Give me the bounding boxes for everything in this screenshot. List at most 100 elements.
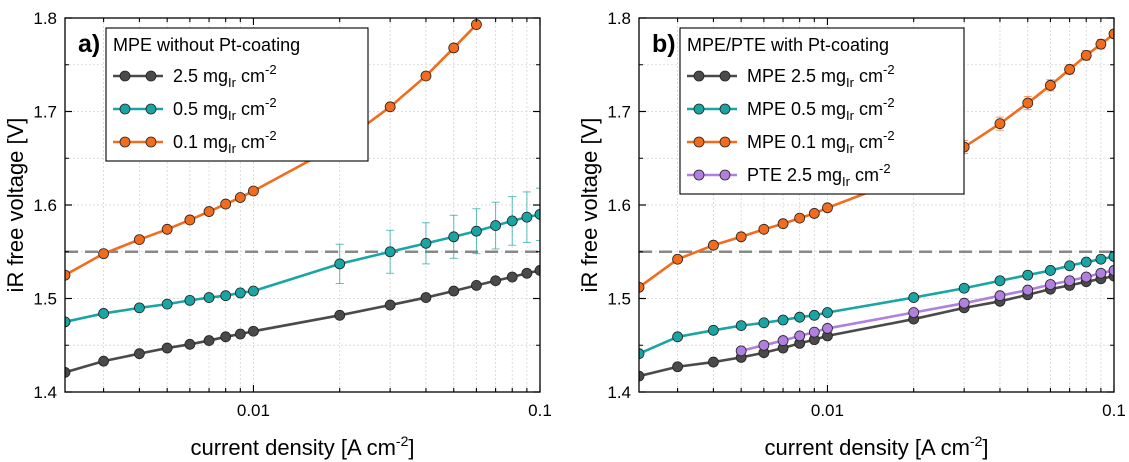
x-axis-label-end: ] [408, 435, 414, 460]
data-point [134, 302, 145, 314]
data-point [1064, 275, 1076, 287]
y-tick-label: 1.5 [33, 290, 57, 309]
data-point [1080, 271, 1092, 283]
legend-label-sub: Ir [846, 141, 855, 156]
data-point [203, 292, 215, 303]
legend-swatch-point [119, 103, 131, 115]
data-point [506, 271, 518, 283]
data-point [672, 253, 683, 265]
data-point [1108, 28, 1114, 40]
x-tick-label: 0.01 [811, 401, 844, 420]
legend-label: 0.5 mgIr cm-2 [173, 95, 277, 123]
legend-label: PTE 2.5 mgIr cm-2 [747, 161, 891, 189]
data-point [134, 348, 145, 360]
data-point [1045, 79, 1056, 91]
data-point [334, 258, 346, 270]
legend-swatch-point [119, 70, 131, 82]
series-2 [639, 28, 1114, 293]
data-point [994, 275, 1006, 287]
data-point [958, 297, 970, 309]
data-point [490, 275, 502, 287]
legend-label-sup: -2 [879, 161, 891, 176]
data-point [639, 370, 645, 382]
legend-label-unit: cm [236, 99, 265, 119]
x-axis-label-sup: -2 [970, 433, 983, 449]
data-point [234, 192, 246, 203]
data-point [1045, 265, 1056, 276]
data-point [794, 212, 806, 224]
chart-panel-a: 1.4 1.5 1.6 1.7 1.8 0.01 0.1 current density [A… [3, 9, 552, 460]
data-point [220, 198, 232, 210]
data-point [248, 325, 259, 337]
y-tick-label: 1.8 [607, 9, 631, 28]
data-point [808, 326, 820, 338]
data-point [1045, 279, 1056, 290]
legend-swatch-point [693, 103, 705, 115]
y-axis-label: iR free voltage [V] [3, 118, 28, 293]
legend-label-name: 0.5 mg [173, 99, 228, 119]
data-point [735, 320, 747, 332]
legend-label-sup: -2 [883, 62, 895, 77]
data-point [758, 223, 770, 235]
legend-label-unit: cm [854, 132, 883, 152]
x-axis-label-sup: -2 [396, 433, 409, 449]
data-point [708, 324, 719, 336]
data-point [220, 290, 232, 302]
data-point [384, 299, 396, 311]
data-point [184, 294, 196, 306]
data-point [448, 42, 460, 54]
legend-label-name: MPE 2.5 mg [747, 66, 846, 86]
legend-label: 2.5 mgIr cm-2 [173, 62, 277, 90]
data-point [708, 356, 719, 368]
y-tick-label: 1.4 [33, 383, 57, 402]
legend-title: MPE without Pt-coating [113, 35, 300, 55]
data-point [448, 231, 460, 243]
data-point [958, 282, 970, 294]
legend-swatch-point [145, 103, 157, 115]
legend-label-sub: Ir [846, 108, 855, 123]
y-tick-label: 1.5 [607, 290, 631, 309]
data-point [471, 225, 482, 237]
data-point [1108, 265, 1114, 276]
legend-label-unit: cm [854, 66, 883, 86]
x-tick-label: 0.1 [528, 401, 552, 420]
data-point [672, 331, 683, 343]
data-point [471, 280, 482, 291]
data-point [521, 211, 533, 223]
data-point [822, 202, 833, 214]
data-point [506, 215, 518, 227]
legend-swatch-point [719, 103, 731, 115]
series-1 [639, 251, 1114, 360]
plot-area [639, 28, 1114, 382]
data-point [735, 231, 747, 243]
data-point [994, 290, 1006, 302]
legend-swatch-point [145, 70, 157, 82]
data-point [908, 292, 920, 303]
legend-label-name: 2.5 mg [173, 66, 228, 86]
data-point [1095, 38, 1107, 50]
data-point [334, 309, 346, 321]
y-tick-label: 1.7 [607, 103, 631, 122]
legend-label-sup: -2 [265, 95, 277, 110]
data-point [184, 338, 196, 350]
data-point [534, 208, 540, 220]
data-point [1064, 64, 1076, 75]
data-point [735, 345, 747, 357]
x-axis-label-end: ] [982, 435, 988, 460]
data-point [248, 185, 259, 197]
data-point [490, 220, 502, 231]
legend-label-sub: Ir [846, 75, 855, 90]
legend-title: MPE/PTE with Pt-coating [687, 35, 889, 55]
data-point [161, 298, 173, 310]
legend-swatch-point [693, 169, 705, 181]
y-tick-label: 1.4 [607, 383, 631, 402]
legend-label-sup: -2 [265, 128, 277, 143]
legend-label-sub: Ir [842, 174, 851, 189]
data-point [1022, 284, 1034, 296]
data-point [248, 285, 259, 297]
data-point [420, 237, 432, 249]
data-point [420, 292, 432, 303]
legend-swatch-point [719, 169, 731, 181]
legend-label-name: 0.1 mg [173, 132, 228, 152]
data-point [65, 269, 71, 281]
